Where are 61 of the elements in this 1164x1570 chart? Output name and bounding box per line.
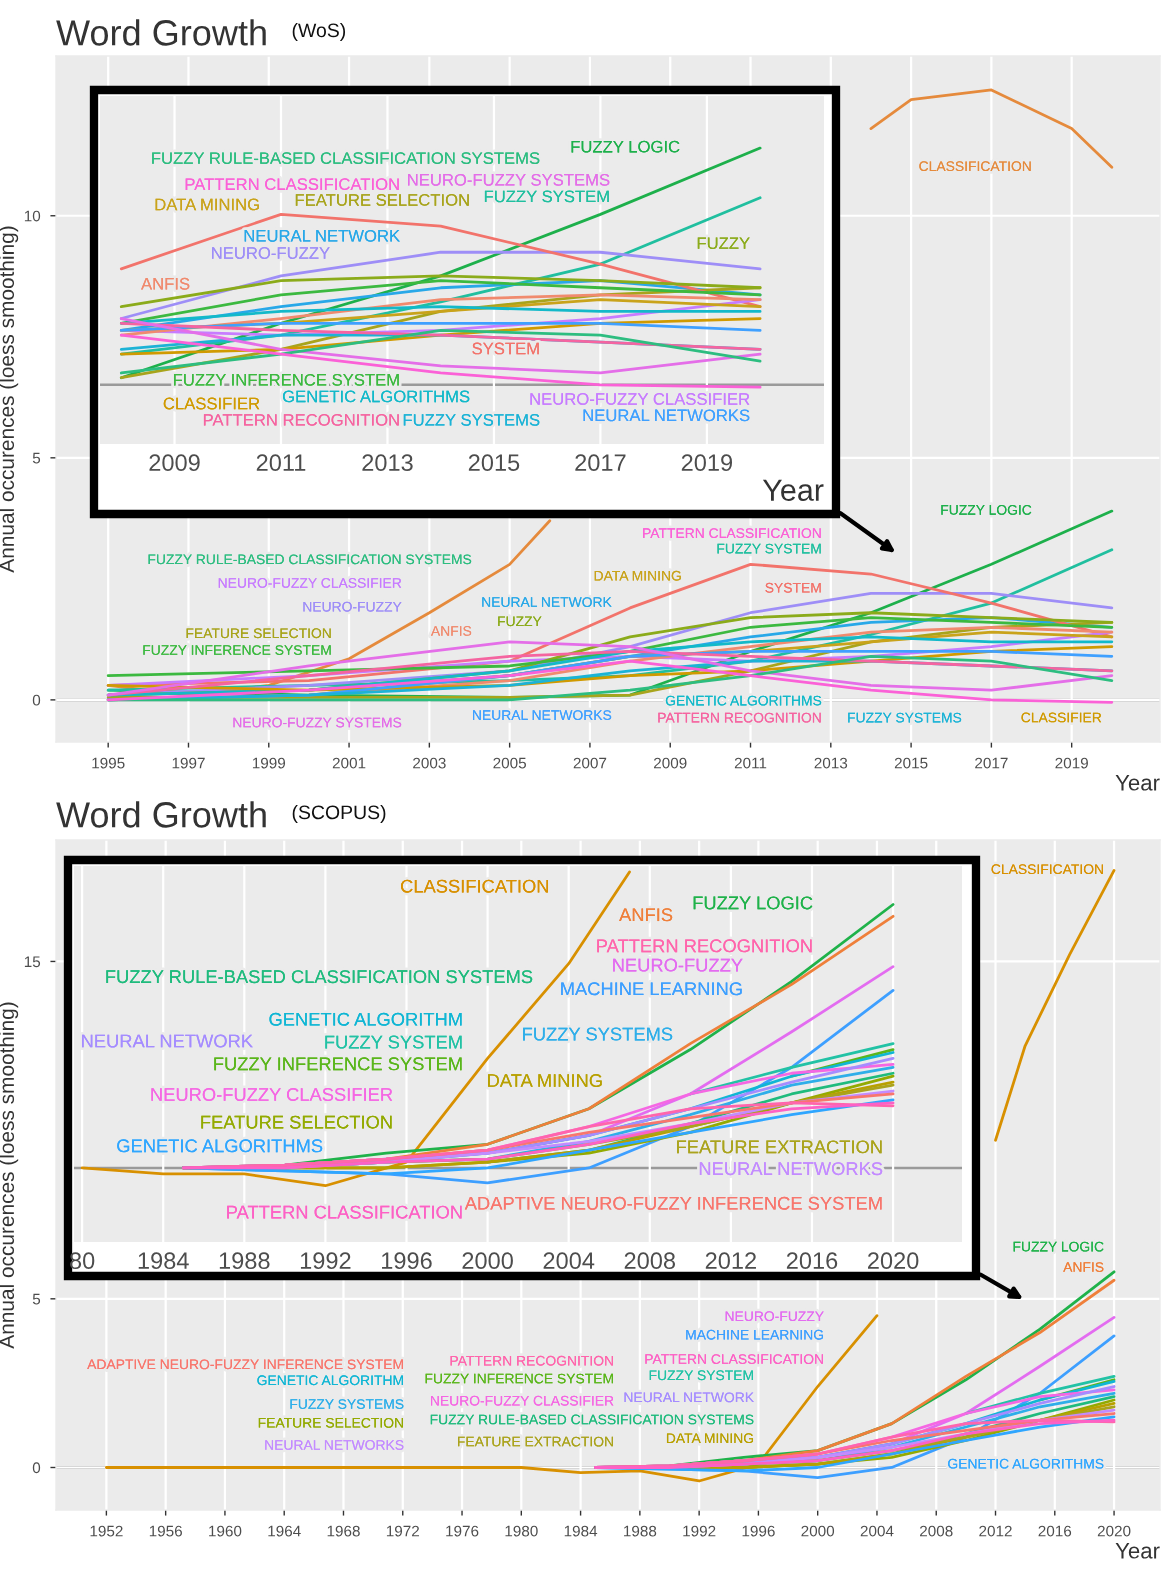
text: FUZZY: [697, 237, 750, 250]
text: FUZZY SYSTEMS: [403, 413, 540, 426]
text: DATA MINING: [155, 198, 259, 211]
series-label: FEATURE EXTRACTION: [677, 1140, 882, 1154]
x-tick-label: 2016: [786, 1252, 838, 1270]
series-label: NEURO-FUZZY: [212, 247, 330, 259]
x-tick-label: 2009: [149, 454, 200, 472]
text: PATTERN CLASSIFICATION: [185, 178, 399, 191]
text: PATTERN CLASSIFICATION: [227, 1205, 462, 1219]
text: NEURO-FUZZY: [613, 958, 743, 972]
text: SYSTEM: [472, 342, 539, 355]
x-tick-label: 2012: [705, 1252, 756, 1270]
x-tick-label: 2011: [256, 454, 306, 472]
x-tick-label: 1984: [138, 1252, 189, 1270]
text: NEURO-FUZZY CLASSIFIER: [151, 1087, 393, 1101]
text: FUZZY SYSTEM: [484, 190, 609, 203]
text: FEATURE SELECTION: [201, 1115, 392, 1129]
text: CLASSIFIER: [163, 397, 260, 410]
series-label: GENETIC ALGORITHMS: [117, 1139, 323, 1153]
chart-subtitle: (SCOPUS): [292, 804, 386, 824]
text: NEURAL NETWORK: [244, 229, 400, 242]
x-tick-label: 1992: [300, 1252, 351, 1270]
chart-title: Word Growth: [56, 19, 266, 46]
text: NEURO-FUZZY CLASSIFIER: [530, 393, 750, 405]
text: FUZZY INFERENCE SYSTEM: [173, 373, 399, 386]
text: FUZZY RULE-BASED CLASSIFICATION SYSTEMS: [152, 152, 540, 165]
x-tick-label: 2020: [868, 1252, 919, 1270]
text: MACHINE LEARNING: [561, 982, 742, 996]
x-axis-title: Year: [762, 479, 824, 501]
x-tick-label: 1996: [382, 1252, 432, 1270]
x-tick-label: 2017: [575, 454, 626, 472]
x-axis-title: Year: [1115, 1543, 1160, 1559]
x-tick-label: 2008: [624, 1252, 676, 1270]
text: ADAPTIVE NEURO-FUZZY INFERENCE SYSTEM: [464, 1196, 882, 1210]
text: FUZZY INFERENCE SYSTEM: [214, 1057, 462, 1071]
chart-title: Word Growth: [56, 801, 266, 828]
text: NEURO-FUZZY SYSTEMS: [408, 173, 610, 186]
text: CLASSIFICATION: [401, 879, 549, 893]
text: FUZZY SYSTEMS: [523, 1027, 673, 1041]
text: FEATURE SELECTION: [295, 194, 469, 206]
x-axis-title: Year: [1115, 775, 1160, 791]
text: FUZZY SYSTEM: [325, 1035, 462, 1049]
x-tick-label: 2004: [543, 1252, 595, 1270]
text: ANFIS: [141, 277, 190, 290]
text: PATTERN RECOGNITION: [597, 939, 812, 953]
x-tick-label: 2000: [462, 1252, 513, 1270]
text: FUZZY RULE-BASED CLASSIFICATION SYSTEMS: [106, 970, 533, 984]
text: GENETIC ALGORITHMS: [282, 390, 470, 403]
text: FUZZY LOGIC: [693, 896, 813, 910]
x-tick-label: 2015: [468, 454, 520, 472]
text: NEURAL NETWORKS: [583, 409, 750, 422]
x-tick-label: 1988: [219, 1252, 270, 1270]
chart-subtitle: (WoS): [292, 22, 346, 42]
text: PATTERN RECOGNITION: [203, 413, 399, 426]
text: DATA MINING: [488, 1074, 602, 1088]
text: GENETIC ALGORITHM: [269, 1012, 462, 1026]
x-tick-label: 2019: [681, 454, 733, 472]
x-tick-label: 2013: [362, 454, 413, 472]
series-label: FUZZY LOGIC: [571, 140, 680, 153]
text: NEURAL NETWORK: [82, 1034, 253, 1048]
text: ANFIS: [619, 908, 673, 922]
